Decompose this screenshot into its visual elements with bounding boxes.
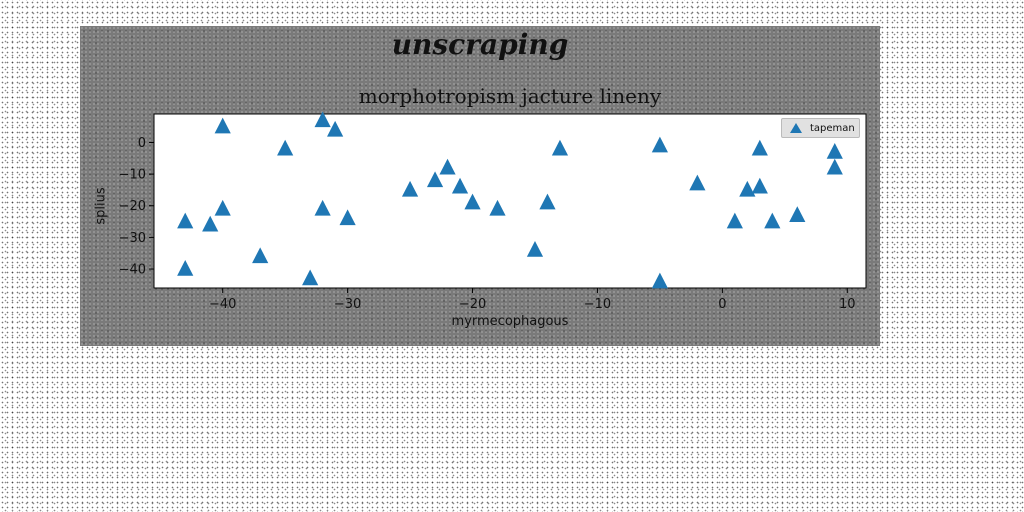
ticks-layer: −40 −30 −20 −10 0 10 0 −10 −20 −30 −40 <box>119 136 856 312</box>
scatter-point <box>826 142 843 159</box>
scatter-point <box>464 193 481 210</box>
scatter-point <box>177 212 194 229</box>
scatter-point <box>751 177 768 194</box>
y-tick-label: −30 <box>119 231 146 246</box>
scatter-point <box>177 260 194 276</box>
scatter-point <box>439 158 456 175</box>
x-tick-label: −40 <box>209 297 236 312</box>
scatter-point <box>789 206 806 222</box>
scatter-point <box>689 174 706 191</box>
scatter-point <box>214 199 231 216</box>
y-tick-label: −10 <box>119 168 146 183</box>
scatter-point <box>451 177 469 194</box>
scatter-point <box>327 120 344 137</box>
legend-label: tapeman <box>810 122 855 134</box>
scatter-point <box>764 212 781 229</box>
plot-area: −40 −30 −20 −10 0 10 0 −10 −20 −30 −40 <box>119 111 867 312</box>
chart-title: morphotropism jacture lineny <box>358 84 662 108</box>
points-layer <box>177 111 843 289</box>
scatter-point <box>214 117 231 134</box>
axes-background <box>153 113 867 289</box>
scatter-point <box>539 193 556 210</box>
y-tick-label: 0 <box>138 136 146 151</box>
x-axis-label: myrmecophagous <box>451 314 569 329</box>
scatter-point <box>526 241 544 257</box>
y-tick-label: −20 <box>119 199 146 214</box>
figure: unscraping morphotropism jacture lineny … <box>80 26 880 346</box>
scatter-point <box>277 139 294 156</box>
scatter-point <box>314 199 331 216</box>
scatter-point <box>302 269 319 286</box>
x-tick-label: −20 <box>459 297 486 312</box>
x-tick-label: 0 <box>718 297 726 312</box>
x-tick-label: −30 <box>334 297 361 312</box>
scatter-point <box>651 272 668 289</box>
scatter-point <box>252 247 269 264</box>
legend-marker-icon <box>790 123 802 133</box>
scatter-point <box>489 199 506 216</box>
scatter-point <box>751 139 768 156</box>
x-tick-label: 10 <box>839 297 856 312</box>
figure-suptitle: unscraping <box>391 28 569 61</box>
scatter-point <box>202 215 219 232</box>
scatter-point <box>339 209 356 226</box>
y-axis-label: splius <box>93 187 109 225</box>
scatter-point <box>726 212 743 229</box>
y-tick-label: −40 <box>119 263 146 278</box>
scatter-point <box>739 180 756 197</box>
legend: tapeman <box>781 118 860 138</box>
scatter-point <box>551 139 569 156</box>
scatter-point <box>401 180 419 197</box>
scatter-point <box>826 158 843 175</box>
x-tick-label: −10 <box>584 297 611 312</box>
scatter-point <box>314 111 331 128</box>
scatter-point <box>426 171 444 188</box>
scatter-point <box>651 136 668 153</box>
